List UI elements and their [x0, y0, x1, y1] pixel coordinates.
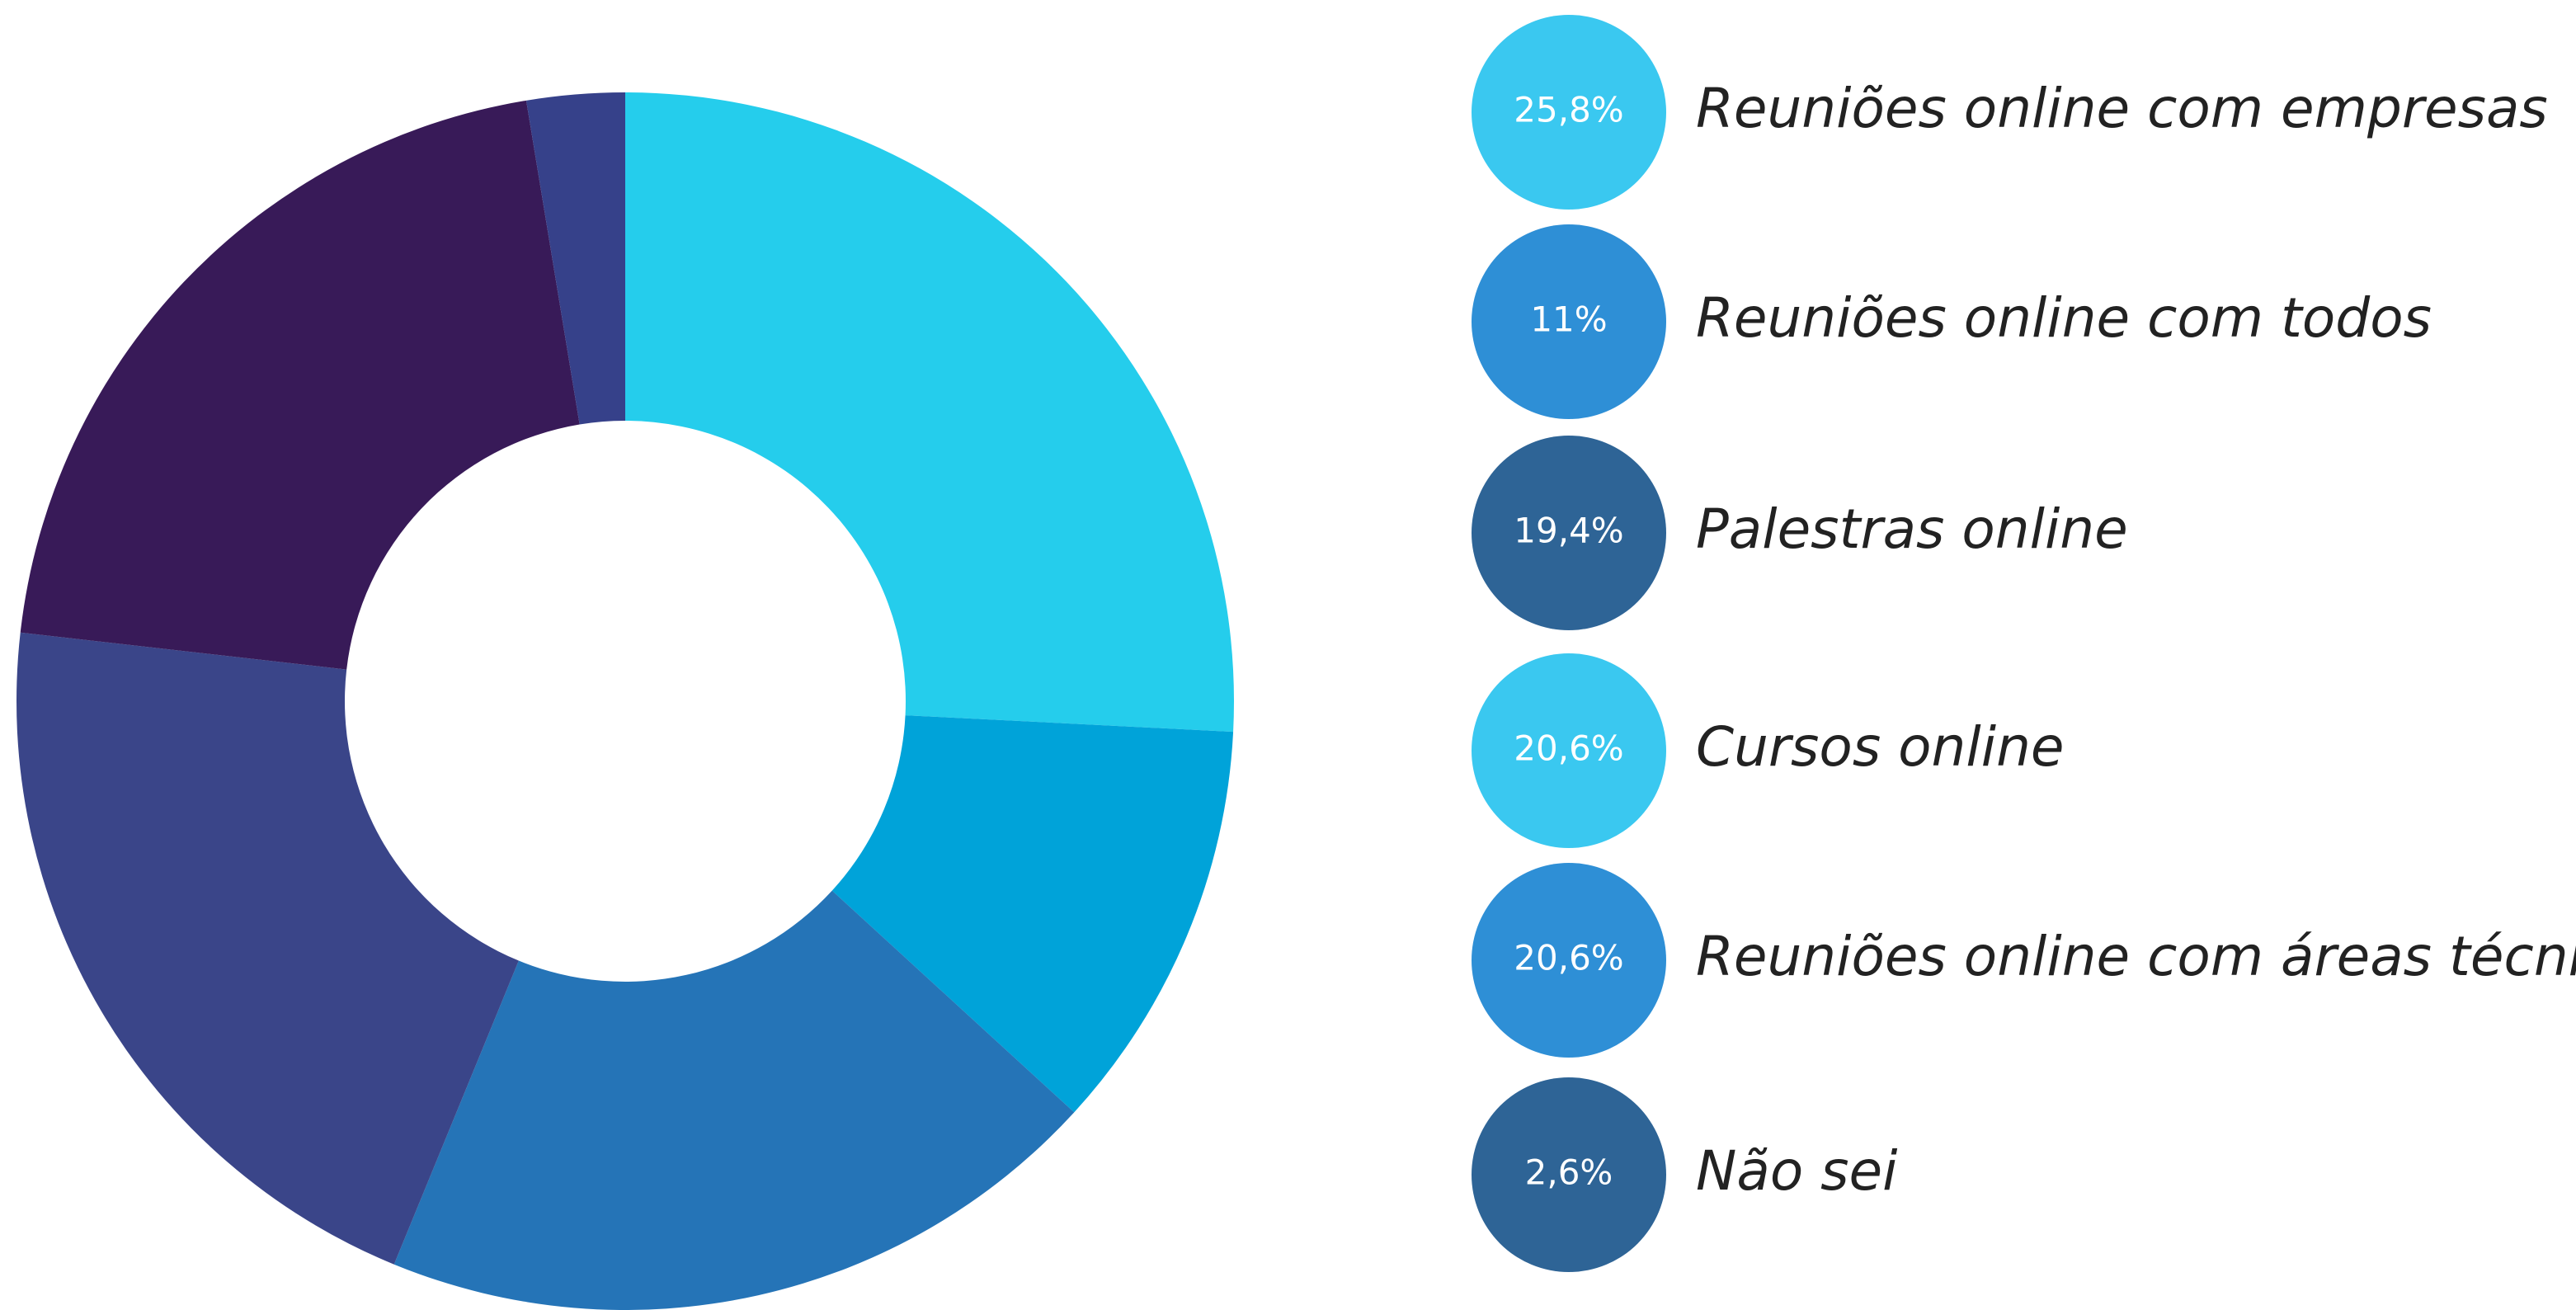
- legend-badge: [1472, 653, 1666, 848]
- legend-value-label: 20,6%: [1514, 938, 1623, 978]
- donut-slice: [20, 100, 580, 670]
- legend-badge: [1472, 224, 1666, 419]
- legend-label: Reuniões online com áreas técnicas: [1696, 925, 2576, 988]
- legend-label: Palestras online: [1696, 497, 2128, 561]
- legend-label: Não sei: [1696, 1139, 1898, 1203]
- legend-value-label: 20,6%: [1514, 728, 1623, 769]
- donut-slice: [625, 92, 1234, 733]
- donut-slice: [16, 632, 519, 1265]
- legend-label: Cursos online: [1696, 715, 2065, 779]
- legend-label: Reuniões online com empresas: [1696, 77, 2548, 140]
- legend-value-label: 2,6%: [1525, 1152, 1613, 1193]
- legend-label: Reuniões online com todos: [1696, 286, 2432, 350]
- legend-badge: [1472, 863, 1666, 1058]
- donut-slice: [831, 715, 1234, 1113]
- legend-value-label: 25,8%: [1514, 90, 1623, 130]
- donut-slice: [393, 890, 1075, 1310]
- legend-value-label: 19,4%: [1514, 511, 1623, 551]
- legend-badge: [1472, 1077, 1666, 1272]
- donut-slice: [525, 92, 625, 425]
- legend-badge: [1472, 15, 1666, 210]
- legend-value-label: 11%: [1530, 299, 1607, 340]
- legend-badge: [1472, 436, 1666, 630]
